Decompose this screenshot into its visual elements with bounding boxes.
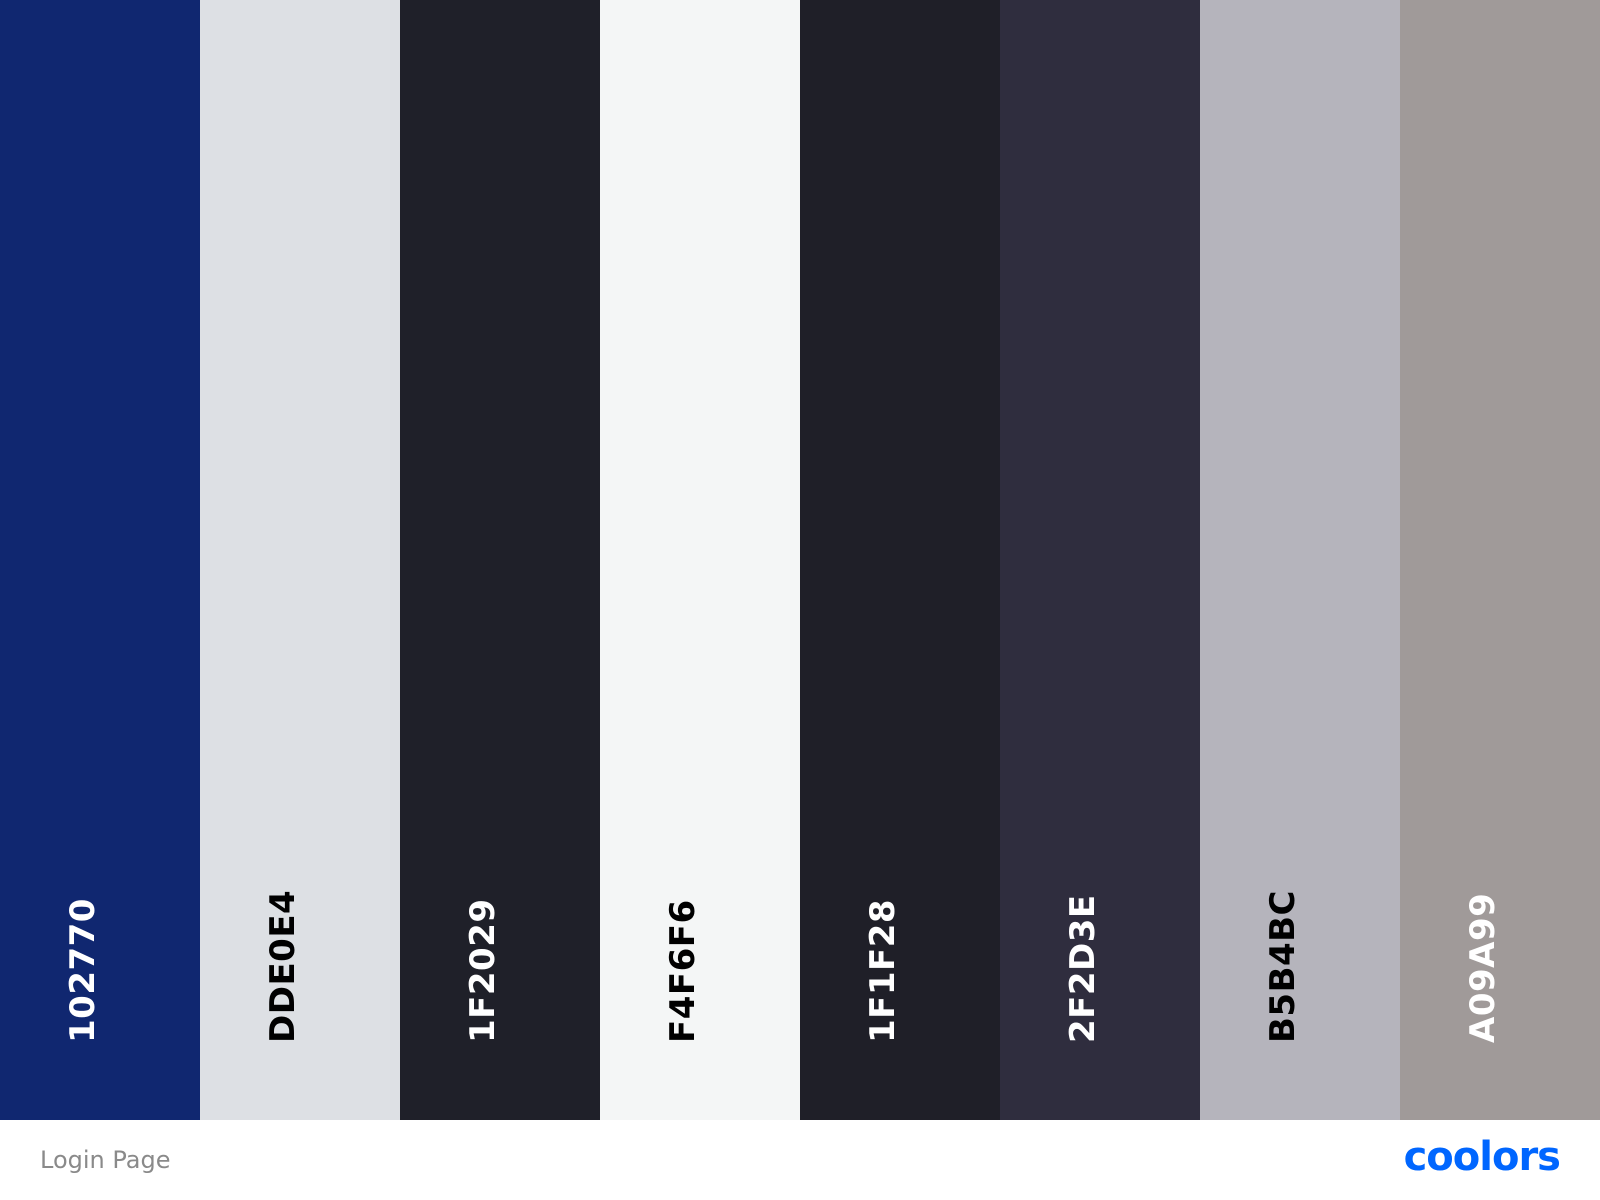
hex-code-label[interactable]: DDE0E4 (263, 889, 303, 1043)
color-swatch-3[interactable]: 1F2029 (400, 0, 600, 1120)
palette-name: Login Page (40, 1146, 171, 1174)
color-swatch-5[interactable]: 1F1F28 (800, 0, 1000, 1120)
color-swatch-8[interactable]: A09A99 (1400, 0, 1600, 1120)
palette-footer: Login Page coolors (0, 1120, 1600, 1200)
color-swatch-7[interactable]: B5B4BC (1200, 0, 1400, 1120)
hex-code-label[interactable]: 1F2029 (463, 898, 503, 1043)
hex-code-label[interactable]: 2F2D3E (1063, 894, 1103, 1043)
color-swatch-1[interactable]: 102770 (0, 0, 200, 1120)
hex-code-label[interactable]: 1F1F28 (863, 898, 903, 1043)
color-palette: 102770 DDE0E4 1F2029 F4F6F6 1F1F28 2F2D3… (0, 0, 1600, 1120)
hex-code-label[interactable]: 102770 (63, 898, 103, 1043)
coolors-logo[interactable]: coolors (1403, 1134, 1561, 1180)
hex-code-label[interactable]: B5B4BC (1263, 889, 1303, 1043)
color-swatch-2[interactable]: DDE0E4 (200, 0, 400, 1120)
color-swatch-4[interactable]: F4F6F6 (600, 0, 800, 1120)
hex-code-label[interactable]: A09A99 (1463, 892, 1503, 1043)
hex-code-label[interactable]: F4F6F6 (663, 899, 703, 1043)
color-swatch-6[interactable]: 2F2D3E (1000, 0, 1200, 1120)
